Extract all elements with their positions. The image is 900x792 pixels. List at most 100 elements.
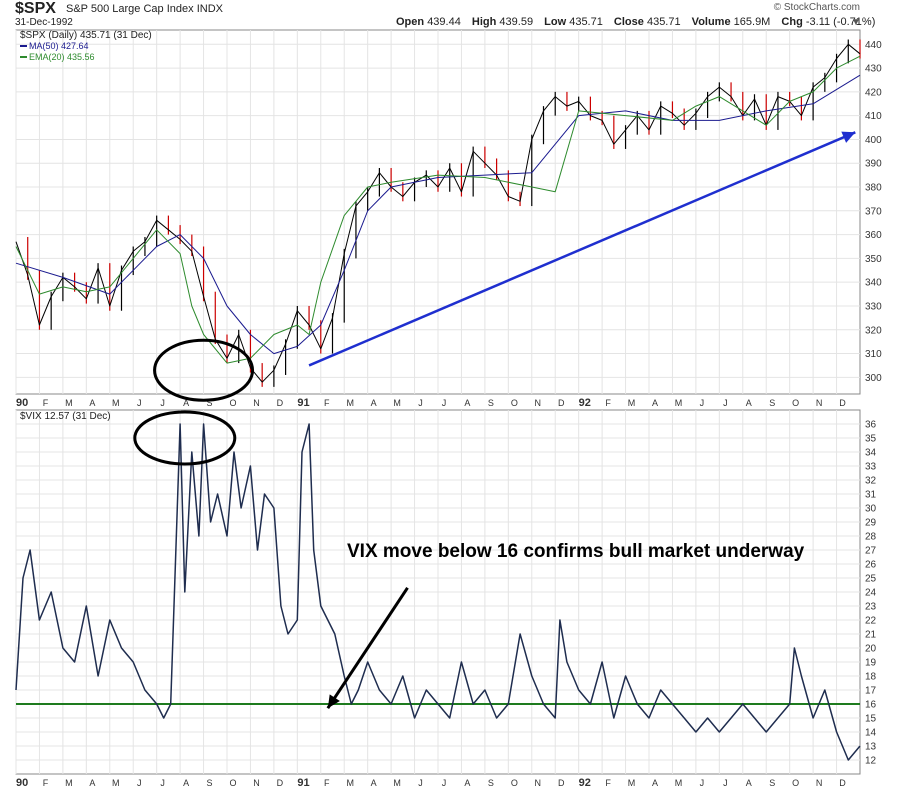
spx-legend-title: $SPX (Daily) 435.71 (31 Dec) [20,30,152,41]
close-label: Close [613,16,644,28]
x-tick-label: F [43,778,49,788]
x-tick-label: S [207,778,213,788]
x-tick-label: 92 [579,777,591,789]
y-tick-label: 390 [865,159,882,170]
x-tick-label: J [442,398,447,408]
y-tick-label: 29 [865,518,877,529]
x-tick-label: D [839,398,846,408]
trend-arrow [308,131,856,367]
x-tick-label: S [207,398,213,408]
y-tick-label: 32 [865,476,877,487]
high-value: 439.59 [499,16,534,28]
exchange-label: INDX [196,3,223,15]
ohlc-summary: Open 439.44 High 439.59 Low 435.71 Close… [396,16,875,28]
y-tick-label: 27 [865,546,877,557]
y-tick-label: 13 [865,742,877,753]
x-tick-label: F [43,398,49,408]
x-tick-label: J [700,778,705,788]
vix-arrow [326,586,409,710]
x-tick-label: J [723,398,728,408]
symbol-name: S&P 500 Large Cap Index INDX [66,3,223,15]
y-tick-label: 25 [865,574,877,585]
x-tick-label: M [65,778,73,788]
index-name: S&P 500 Large Cap Index [66,3,194,15]
y-tick-label: 320 [865,325,882,336]
x-tick-label: M [346,398,354,408]
y-tick-label: 20 [865,644,877,655]
y-tick-label: 35 [865,434,877,445]
x-tick-label: J [137,778,142,788]
y-tick-label: 310 [865,349,882,360]
vix-legend-title: $VIX 12.57 (31 Dec) [20,411,111,422]
low-ellipse [153,338,255,402]
x-tick-label: M [393,398,401,408]
x-tick-label: F [605,398,611,408]
chevron-down-icon[interactable]: ▼ [851,17,861,28]
price-line [15,43,861,383]
open-label: Open [396,16,425,28]
x-tick-label: A [464,778,470,788]
x-tick-label: A [89,778,95,788]
x-tick-label: J [137,398,142,408]
vix-line [15,423,861,761]
x-tick-label: N [535,778,542,788]
x-tick-label: M [65,398,73,408]
x-tick-label: J [160,398,165,408]
y-tick-label: 370 [865,206,882,217]
x-tick-label: 91 [297,777,309,789]
chg-value: -3.11 (-0.71%) [805,16,876,28]
ema20-line [15,55,861,364]
x-tick-label: M [346,778,354,788]
x-tick-label: N [816,398,823,408]
y-tick-label: 350 [865,254,882,265]
watermark: © StockCharts.com [773,2,860,13]
y-tick-label: 430 [865,64,882,75]
x-tick-label: M [112,398,120,408]
x-tick-label: J [442,778,447,788]
x-tick-label: M [628,398,636,408]
x-tick-label: A [183,778,189,788]
open-value: 439.44 [427,16,461,28]
x-tick-label: F [324,398,330,408]
y-tick-label: 24 [865,588,877,599]
x-tick-label: A [89,398,95,408]
x-tick-label: O [792,398,799,408]
x-tick-label: M [112,778,120,788]
vix-annotation-text: VIX move below 16 confirms bull market u… [347,541,805,562]
x-tick-label: O [511,778,518,788]
y-tick-label: 12 [865,756,877,767]
vix-peak-ellipse [133,410,237,466]
x-tick-label: S [488,398,494,408]
x-tick-label: F [324,778,330,788]
y-tick-label: 15 [865,714,877,725]
x-tick-label: A [652,398,658,408]
y-tick-label: 22 [865,616,877,627]
x-tick-label: 92 [579,397,591,409]
chg-label: Chg [781,16,803,28]
y-tick-label: 23 [865,602,877,613]
x-tick-label: N [253,398,260,408]
chart-date: 31-Dec-1992 [15,17,73,28]
x-tick-label: O [511,398,518,408]
x-tick-label: J [418,398,423,408]
y-tick-label: 26 [865,560,877,571]
x-tick-label: S [488,778,494,788]
x-tick-label: D [839,778,846,788]
trend-arrow-head [841,131,856,143]
y-tick-label: 440 [865,40,882,51]
x-tick-label: S [769,398,775,408]
x-tick-label: M [675,398,683,408]
y-tick-label: 21 [865,630,877,641]
x-tick-label: N [816,778,823,788]
x-tick-label: S [769,778,775,788]
x-tick-label: D [277,778,284,788]
y-tick-label: 19 [865,658,877,669]
y-tick-label: 16 [865,700,877,711]
y-tick-label: 17 [865,686,877,697]
x-tick-label: 90 [16,397,28,409]
volume-value: 165.9M [733,16,771,28]
y-tick-label: 410 [865,111,882,122]
legend-label: EMA(20) 435.56 [29,52,95,62]
y-tick-label: 33 [865,462,877,473]
y-tick-label: 420 [865,87,882,98]
